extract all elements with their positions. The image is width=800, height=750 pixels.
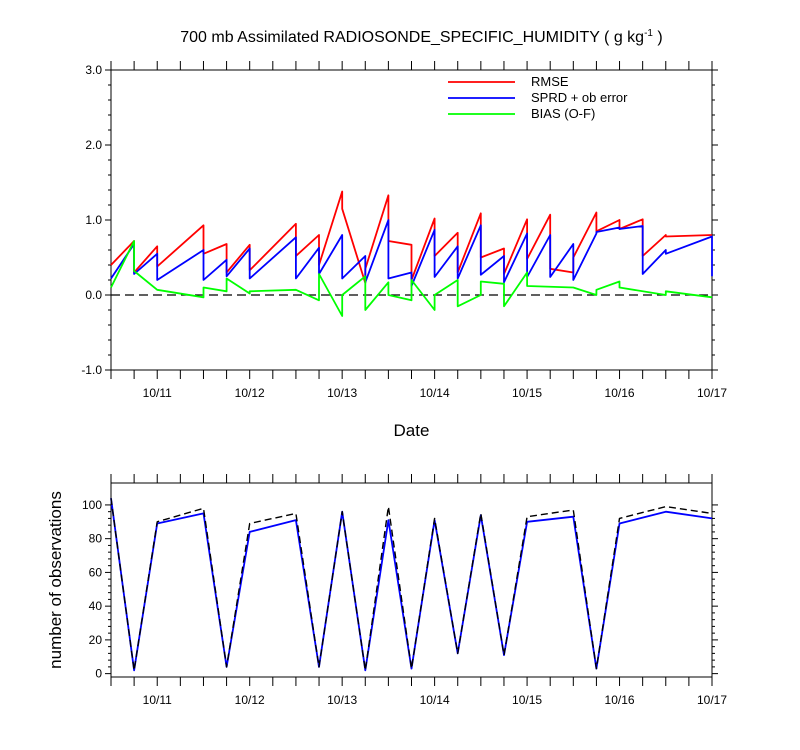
legend-label: SPRD + ob error [531,90,628,105]
x-axis-title: Date [394,421,430,440]
plot-frame [110,482,713,678]
y-tick-label: 2.0 [85,138,102,152]
plot-frame [110,69,713,371]
y-tick-label: 0 [95,667,102,681]
y-tick-label: 20 [89,633,103,647]
x-tick-label: 10/15 [512,386,542,400]
x-tick-label: 10/11 [143,693,172,707]
legend-label: BIAS (O-F) [531,106,595,121]
series-line-1 [110,498,713,672]
y-tick-label: -1.0 [81,363,102,377]
y-tick-label: 80 [89,532,103,546]
x-tick-label: 10/15 [512,693,542,707]
chart-panel-1: -1.0 0.0 1.0 2.0 3.0 10/11 10/12 10/13 10/14 10/1… [81,28,727,440]
y-tick-label: 100 [82,498,102,512]
series-line-3 [110,240,713,317]
x-tick-label: 10/13 [327,386,357,400]
series-line-1 [110,190,713,284]
x-tick-label: 10/17 [697,386,727,400]
series-line-2 [110,498,713,671]
x-tick-label: 10/14 [420,693,450,707]
x-tick-label: 10/12 [235,386,265,400]
chart-title: 700 mb Assimilated RADIOSONDE_SPECIFIC_H… [180,28,663,46]
chart-panel-2: 0 20 40 60 80 100 10/11 10/12 10/13 10/14 10/15 10/… [46,474,727,707]
x-tick-label: 10/12 [235,693,265,707]
y-tick-label: 40 [89,599,103,613]
x-tick-label: 10/11 [143,386,172,400]
x-tick-label: 10/13 [327,693,357,707]
series-line-2 [110,219,713,287]
y-tick-label: 60 [89,565,103,579]
x-tick-label: 10/16 [605,386,635,400]
y-tick-label: 3.0 [85,63,102,77]
x-tick-label: 10/16 [605,693,635,707]
legend-label: RMSE [531,74,569,89]
y-tick-label: 1.0 [85,213,102,227]
y-axis-title: number of observations [46,491,65,669]
x-tick-label: 10/14 [420,386,450,400]
x-tick-label: 10/17 [697,693,727,707]
y-tick-label: 0.0 [85,288,102,302]
